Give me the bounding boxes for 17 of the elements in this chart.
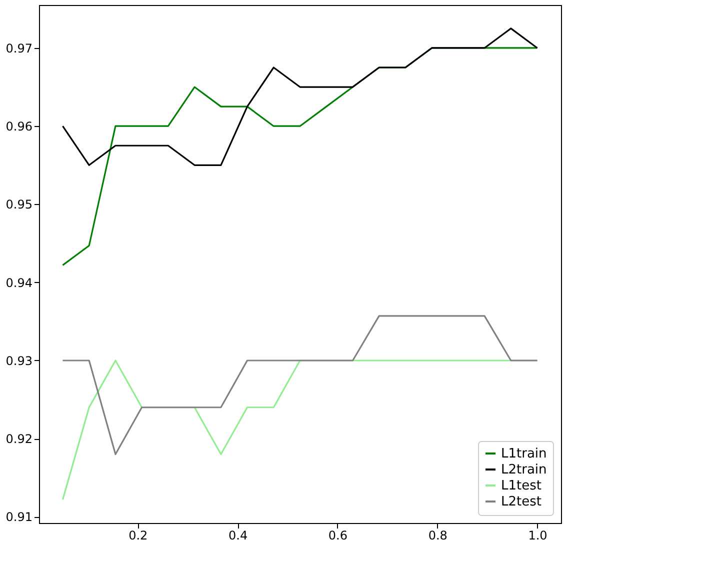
y-tick-label: 0.92 [6, 432, 32, 446]
x-tick-label: 0.8 [428, 528, 448, 542]
legend-label: L2train [501, 462, 547, 478]
y-tick-label: 0.94 [6, 276, 32, 290]
y-tick-label: 0.95 [6, 198, 32, 212]
x-tick-label: 0.4 [228, 528, 248, 542]
y-tick-label: 0.91 [6, 510, 32, 524]
legend-label: L1test [501, 478, 542, 494]
y-tick-label: 0.96 [6, 120, 32, 134]
y-tick-label: 0.97 [6, 41, 32, 56]
x-tick-label: 0.2 [128, 528, 148, 542]
y-tick-label: 0.93 [6, 354, 32, 368]
line-series [62, 28, 538, 166]
legend-label: L2test [501, 494, 542, 510]
x-tick-label: 0.6 [328, 528, 348, 542]
legend-label: L1train [501, 446, 547, 462]
x-tick-label: 1.0 [528, 528, 548, 542]
